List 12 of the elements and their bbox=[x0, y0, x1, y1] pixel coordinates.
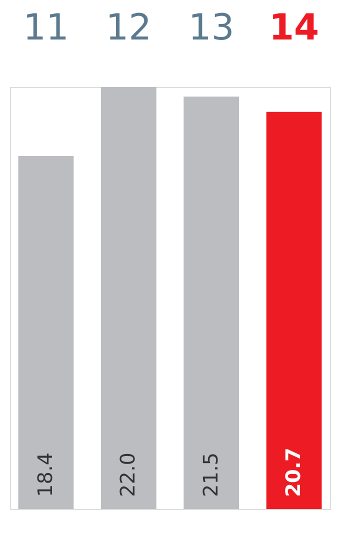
bar bbox=[100, 87, 156, 509]
x-tick-label: 11 bbox=[23, 8, 69, 48]
x-tick-label: 12 bbox=[106, 8, 152, 48]
data-label: 22.0 bbox=[116, 452, 140, 497]
data-label: 20.7 bbox=[281, 448, 306, 497]
data-label: 18.4 bbox=[32, 452, 57, 497]
x-tick-label: 13 bbox=[188, 8, 234, 48]
bar bbox=[266, 112, 322, 509]
data-label: 21.5 bbox=[198, 452, 222, 497]
bar bbox=[18, 156, 74, 509]
bar bbox=[184, 96, 240, 509]
x-tick-label: 14 bbox=[268, 8, 320, 48]
